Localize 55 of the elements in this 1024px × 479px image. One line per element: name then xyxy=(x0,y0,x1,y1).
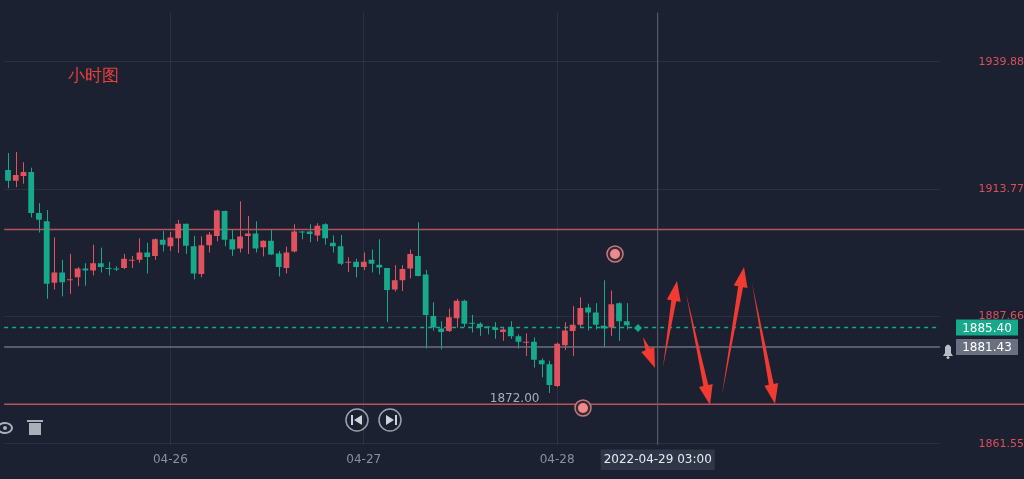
y-tick-label: 1887.66 xyxy=(978,309,1024,323)
candlestick xyxy=(353,258,359,278)
candlestick xyxy=(36,202,42,233)
candlestick xyxy=(275,250,282,277)
candlestick xyxy=(345,256,352,273)
candlestick xyxy=(51,236,58,291)
candlestick xyxy=(384,267,390,323)
x-tick-label: 04-26 xyxy=(152,451,188,466)
candlestick xyxy=(12,151,19,188)
candlestick xyxy=(268,229,274,256)
candlestick xyxy=(244,215,251,255)
x-tick-label: 04-28 xyxy=(539,451,575,466)
x-tick-label: 04-27 xyxy=(346,451,382,466)
candlestick xyxy=(291,223,298,253)
candlestick xyxy=(128,255,135,269)
candlestick xyxy=(182,223,189,255)
candlestick xyxy=(608,290,615,337)
annotation: 1872.00 xyxy=(489,391,540,406)
y-tick-label: 1939.88 xyxy=(978,54,1024,68)
candlestick xyxy=(376,238,383,275)
candlestick xyxy=(144,242,151,274)
candlestick xyxy=(415,221,421,277)
candlestick xyxy=(152,237,158,261)
y-tick-label: 1861.55 xyxy=(978,436,1024,450)
candlestick xyxy=(74,266,81,287)
candlestick xyxy=(314,222,321,242)
y-tick-label: 1913.77 xyxy=(978,182,1024,196)
candlestick xyxy=(461,299,468,328)
candlestick xyxy=(97,247,104,273)
candlestick xyxy=(252,220,259,253)
candlestick xyxy=(237,200,243,253)
candlestick xyxy=(159,230,166,253)
candlestick xyxy=(90,244,96,276)
ref-line-label: 1881.43 xyxy=(962,340,1012,355)
candlestick xyxy=(175,219,182,254)
candlestick xyxy=(5,152,11,189)
candlestick xyxy=(445,308,452,333)
candlestick xyxy=(136,237,143,264)
candlestick xyxy=(229,229,236,257)
candlestick xyxy=(391,264,398,292)
candlestick xyxy=(561,321,568,351)
x-tick-label: 2022-04-29 03:00 xyxy=(603,451,712,466)
candlestick xyxy=(577,296,584,329)
candlestick xyxy=(523,332,530,357)
text: 小时图 xyxy=(68,65,120,86)
candlestick xyxy=(322,222,329,246)
candlestick xyxy=(538,357,545,378)
candlestick xyxy=(407,249,414,279)
candlestick xyxy=(206,231,212,253)
candlestick xyxy=(59,259,66,297)
candlestick xyxy=(82,262,89,287)
candlestick xyxy=(569,305,576,357)
candlestick xyxy=(531,336,537,369)
candlestick xyxy=(66,253,73,295)
ref-line-label: 1885.40 xyxy=(962,320,1012,335)
